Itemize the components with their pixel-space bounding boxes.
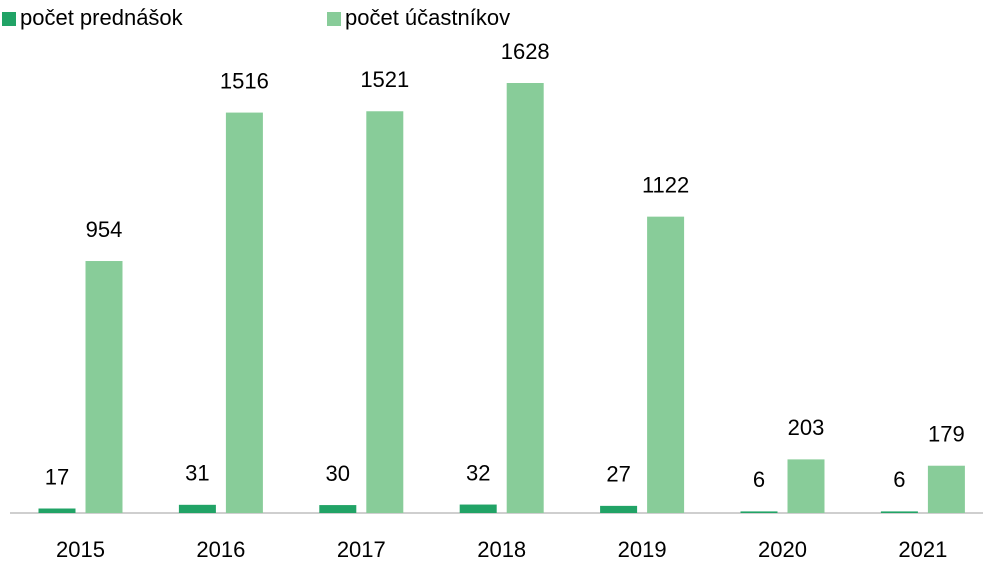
bar — [85, 261, 123, 513]
data-label: 954 — [86, 217, 123, 242]
bar — [319, 505, 357, 513]
bar — [38, 508, 76, 513]
x-tick-label: 2016 — [196, 537, 245, 562]
bar — [787, 459, 825, 513]
bar — [927, 465, 965, 513]
data-label: 1122 — [642, 172, 689, 197]
legend-swatch — [2, 12, 16, 26]
legend-label: počet prednášok — [20, 5, 184, 30]
x-tick-label: 2015 — [56, 537, 105, 562]
bar — [178, 504, 216, 513]
data-label: 203 — [788, 415, 825, 440]
bar — [600, 505, 638, 513]
x-tick-label: 2020 — [758, 537, 807, 562]
x-tick-label: 2021 — [898, 537, 947, 562]
data-label: 6 — [753, 467, 765, 492]
data-label: 31 — [185, 461, 209, 486]
bar — [740, 511, 778, 513]
bar — [880, 511, 918, 513]
legend-label: počet účastníkov — [345, 5, 510, 30]
data-label: 27 — [606, 462, 630, 487]
x-tick-label: 2019 — [618, 537, 667, 562]
data-label: 1628 — [501, 39, 550, 64]
data-label: 32 — [466, 460, 490, 485]
data-label: 1521 — [360, 67, 409, 92]
data-label: 17 — [45, 464, 69, 489]
bar — [459, 504, 497, 513]
data-label: 1516 — [220, 68, 269, 93]
bar — [506, 83, 544, 513]
legend-swatch — [327, 12, 341, 26]
x-tick-label: 2017 — [337, 537, 386, 562]
data-label: 179 — [928, 422, 965, 447]
data-label: 6 — [893, 467, 905, 492]
bar — [647, 216, 685, 513]
data-label: 30 — [326, 461, 350, 486]
x-tick-label: 2018 — [477, 537, 526, 562]
bar — [225, 112, 263, 513]
bar — [366, 111, 404, 514]
